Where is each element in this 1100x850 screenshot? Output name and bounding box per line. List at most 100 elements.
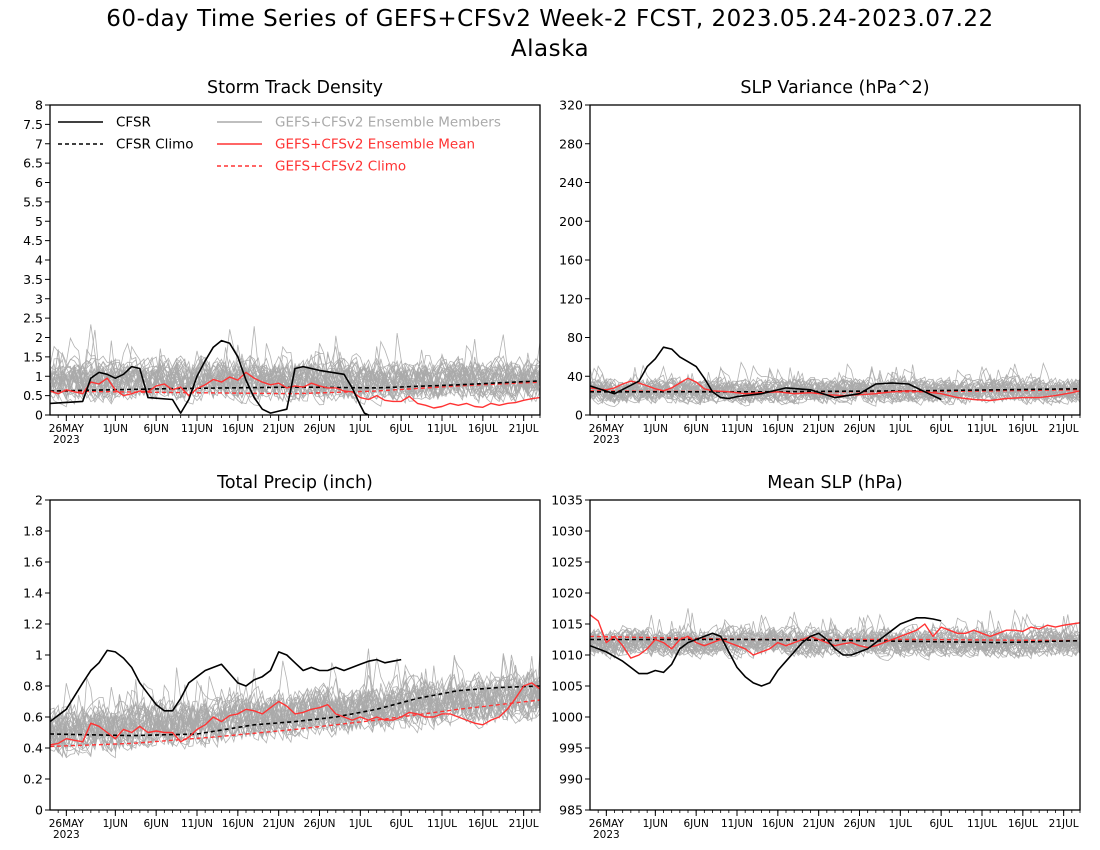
series-line-mean [50, 371, 540, 409]
x-tick-label: 6JUN [144, 818, 169, 830]
y-tick-label: 2 [35, 330, 43, 345]
series-line-mean [50, 682, 540, 746]
panel-title: SLP Variance (hPa^2) [740, 78, 929, 98]
series-line-cfsr [590, 616, 942, 687]
x-tick-label: 26JUN [304, 423, 336, 435]
x-tick-label: 11JUN [181, 423, 213, 435]
y-tick-label: 8 [35, 98, 43, 113]
legend-label: CFSR Climo [116, 137, 194, 153]
plot-area [50, 648, 540, 759]
y-tick-label: 4 [35, 253, 43, 268]
ensemble-member-line [590, 617, 1080, 657]
y-tick-label: 1 [35, 648, 43, 663]
y-tick-label: 1015 [551, 617, 583, 632]
ensemble-member-line [50, 662, 540, 750]
ensemble-member-line [590, 363, 1080, 406]
y-tick-label: 1025 [551, 555, 583, 570]
x-tick-label: 16JUL [1008, 818, 1038, 830]
x-tick-label: 6JUN [144, 423, 169, 435]
series-line-mean [590, 377, 1080, 402]
ensemble-member-line [50, 362, 540, 402]
ensemble-member-line [50, 343, 540, 403]
x-tick-label: 21JUL [509, 818, 539, 830]
series-line-cfsr-climo [590, 638, 1080, 644]
legend-label: GEFS+CFSv2 Ensemble Mean [275, 137, 475, 153]
y-tick-label: 200 [559, 214, 583, 229]
x-tick-label: 1JUN [103, 818, 128, 830]
series-line-gefs-climo [50, 699, 540, 748]
x-tick-label: 16JUL [1008, 423, 1038, 435]
ensemble-member-line [50, 353, 540, 402]
y-tick-label: 1.6 [23, 555, 43, 570]
y-tick-label: 3.5 [23, 272, 43, 287]
y-tick-label: 1 [35, 369, 43, 384]
y-tick-label: 990 [559, 772, 583, 787]
x-tick-label: 21JUN [263, 818, 295, 830]
x-tick-label: 1JUL [349, 423, 372, 435]
x-tick-label: 21JUN [803, 423, 835, 435]
series-line-mean [590, 614, 1080, 659]
y-tick-label: 7.5 [23, 117, 43, 132]
y-tick-label: 1035 [551, 493, 583, 508]
ensemble-member-line [50, 361, 540, 402]
y-tick-label: 0.8 [23, 679, 43, 694]
y-tick-label: 6 [35, 175, 43, 190]
y-tick-label: 1010 [551, 648, 583, 663]
x-tick-label: 21JUL [509, 423, 539, 435]
x-tick-label: 21JUL [1049, 818, 1079, 830]
ensemble-member-line [50, 329, 540, 401]
x-tick-label: 11JUL [427, 818, 457, 830]
x-tick-label: 26MAY [49, 818, 85, 830]
x-tick-label: 21JUL [1049, 423, 1079, 435]
x-tick-label: 26JUN [844, 423, 876, 435]
ensemble-member-line [50, 655, 540, 754]
y-tick-label: 1.5 [23, 349, 43, 364]
legend-item: GEFS+CFSv2 Ensemble Mean [217, 137, 475, 153]
y-tick-label: 2 [35, 493, 43, 508]
y-tick-label: 120 [559, 291, 583, 306]
y-tick-label: 4.5 [23, 233, 43, 248]
y-tick-label: 995 [559, 741, 583, 756]
x-tick-label: 26JUN [304, 818, 336, 830]
x-tick-label: 1JUL [349, 818, 372, 830]
ensemble-member-line [590, 620, 1080, 657]
title-block: 60-day Time Series of GEFS+CFSv2 Week-2 … [0, 4, 1100, 64]
x-tick-label: 6JUL [930, 818, 953, 830]
ensemble-member-line [590, 378, 1080, 405]
legend-label: GEFS+CFSv2 Climo [275, 159, 406, 175]
series-line-cfsr [50, 649, 402, 723]
series-line-cfsr [50, 339, 369, 415]
x-tick-sublabel: 2023 [593, 434, 620, 446]
y-tick-label: 985 [559, 803, 583, 818]
y-tick-label: 1.2 [23, 617, 43, 632]
y-tick-label: 6.5 [23, 156, 43, 171]
y-tick-label: 1030 [551, 524, 583, 539]
legend-label: CFSR [116, 115, 151, 131]
x-tick-label: 11JUN [721, 818, 753, 830]
y-tick-label: 320 [559, 98, 583, 113]
x-tick-label: 16JUL [468, 423, 498, 435]
panel-title: Storm Track Density [207, 78, 383, 98]
y-tick-label: 0.5 [23, 388, 43, 403]
y-tick-label: 280 [559, 136, 583, 151]
x-tick-label: 11JUL [967, 818, 997, 830]
legend-label: GEFS+CFSv2 Ensemble Members [275, 115, 501, 131]
y-tick-label: 0 [35, 408, 43, 423]
x-tick-label: 26MAY [589, 423, 625, 435]
legend-item: CFSR Climo [58, 137, 194, 153]
x-tick-label: 16JUN [222, 423, 254, 435]
legend: CFSR CFSR Climo GEFS+CFSv2 Ensemble Member… [58, 115, 501, 175]
chart-panel-1: 0 0.5 1 1.5 2 2.5 3 3.5 4 4.5 5 5.5 6 6.5 7 7.5 8 26MAY20… [23, 78, 541, 446]
x-tick-label: 6JUN [684, 423, 709, 435]
y-tick-label: 2.5 [23, 311, 43, 326]
x-tick-label: 11JUL [967, 423, 997, 435]
x-tick-label: 16JUL [468, 818, 498, 830]
ensemble-member-line [590, 361, 1080, 405]
x-tick-label: 16JUN [762, 818, 794, 830]
y-tick-label: 0.6 [23, 710, 43, 725]
x-tick-label: 1JUN [643, 818, 668, 830]
y-tick-label: 1005 [551, 679, 583, 694]
